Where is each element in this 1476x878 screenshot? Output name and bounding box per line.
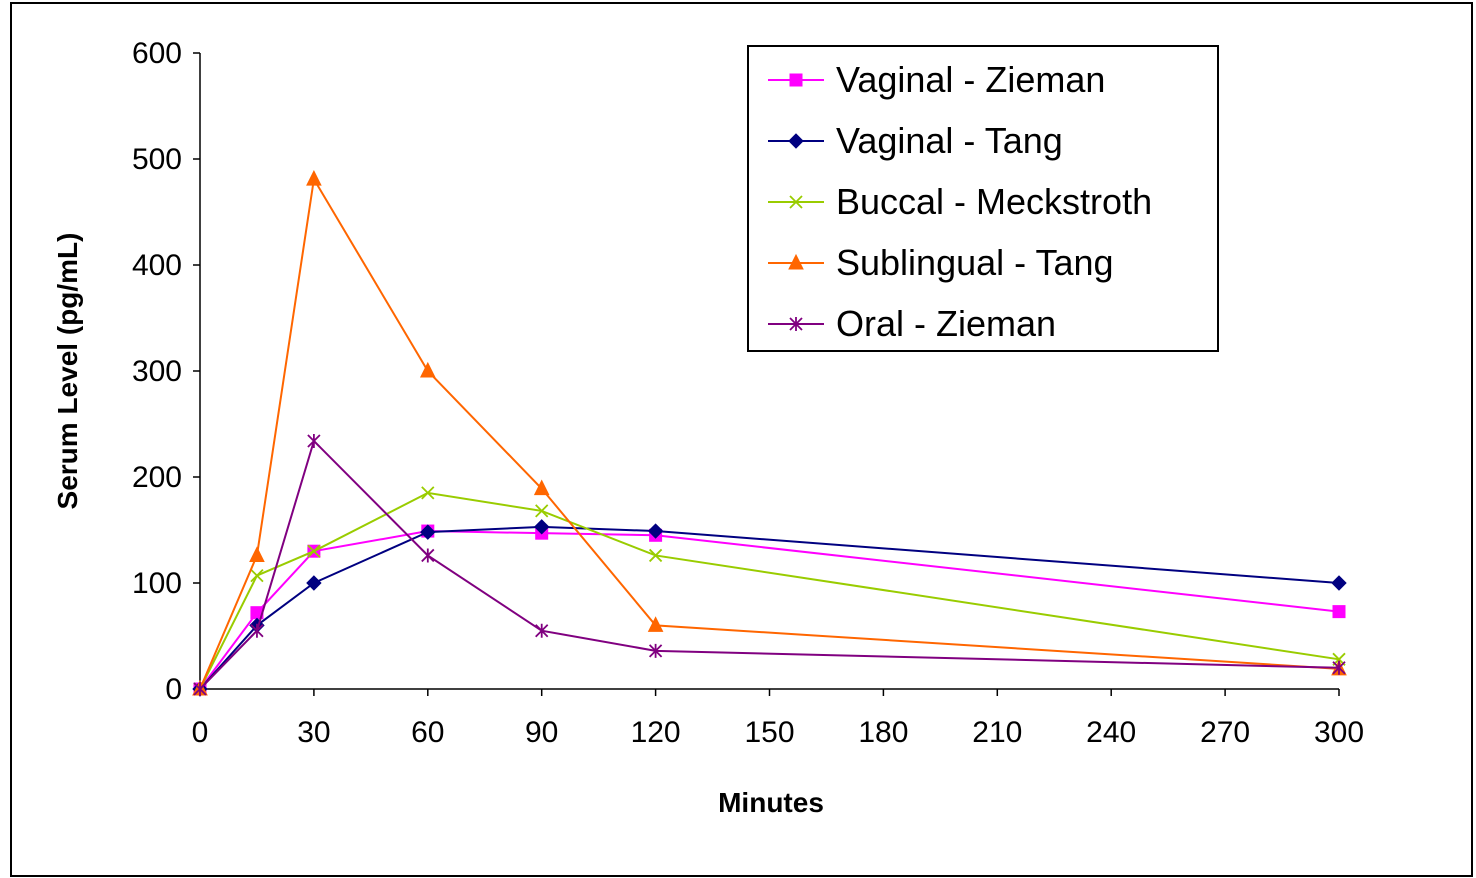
- legend-label: Sublingual - Tang: [836, 242, 1114, 283]
- series-2: [193, 486, 1346, 696]
- data-point: [535, 504, 549, 518]
- legend-box: [747, 45, 1219, 352]
- x-tick-label: 240: [1086, 716, 1136, 749]
- data-point: [421, 548, 435, 563]
- axes: 0 100 200 300 400 500 600 0 30 60 90 120 150 180 210 24…: [132, 37, 1364, 749]
- data-point: [533, 479, 550, 496]
- data-point: [648, 643, 663, 658]
- data-point: [307, 433, 321, 448]
- data-point: [250, 623, 264, 638]
- x-tick-label: 270: [1200, 716, 1250, 749]
- legend-marker: [788, 253, 804, 270]
- y-tick-label: 300: [132, 355, 182, 388]
- y-tick-label: 200: [132, 461, 182, 494]
- data-point: [193, 682, 207, 696]
- x-axis-title: Minutes: [718, 787, 824, 818]
- legend-entry: Oral - Zieman: [768, 303, 1056, 344]
- data-point: [419, 361, 436, 378]
- data-point: [648, 548, 663, 563]
- data-point: [421, 486, 435, 500]
- x-tick-label: 0: [192, 716, 209, 749]
- legend-marker: [789, 317, 803, 331]
- legend: Vaginal - Zieman Vaginal - Tang Buccal - M…: [747, 45, 1219, 352]
- x-tick-label: 300: [1314, 716, 1364, 749]
- legend-marker: [789, 73, 803, 87]
- x-tick-label: 150: [744, 716, 794, 749]
- x-tick-label: 120: [631, 716, 681, 749]
- data-point: [306, 170, 322, 186]
- y-tick-label: 400: [132, 249, 182, 282]
- legend-entry: Buccal - Meckstroth: [768, 181, 1152, 222]
- legend-marker: [789, 195, 803, 209]
- y-tick-label: 600: [132, 37, 182, 70]
- data-point: [420, 524, 436, 540]
- data-point: [647, 523, 664, 539]
- y-tick-label: 0: [165, 673, 182, 706]
- legend-marker: [788, 133, 804, 149]
- chart-border: [10, 2, 1473, 877]
- legend-label: Buccal - Meckstroth: [836, 181, 1152, 222]
- y-tick-label: 500: [132, 143, 182, 176]
- data-point: [1332, 660, 1346, 675]
- x-tick-label: 30: [297, 716, 330, 749]
- legend-label: Vaginal - Tang: [836, 120, 1063, 161]
- x-tick-label: 60: [411, 716, 444, 749]
- y-tick-label: 100: [132, 567, 182, 600]
- x-tick-label: 90: [525, 716, 558, 749]
- data-point: [249, 546, 265, 562]
- series-layer: [192, 170, 1347, 697]
- legend-entry: Vaginal - Zieman: [768, 59, 1105, 100]
- x-tick-label: 180: [858, 716, 908, 749]
- legend-entry: Sublingual - Tang: [768, 242, 1114, 283]
- data-point: [535, 623, 549, 638]
- x-tick-label: 210: [972, 716, 1022, 749]
- series-4: [193, 433, 1346, 696]
- data-point: [250, 568, 264, 583]
- data-point: [306, 575, 322, 591]
- legend-entry: Vaginal - Tang: [768, 120, 1063, 161]
- legend-label: Vaginal - Zieman: [836, 59, 1105, 100]
- data-point: [533, 519, 550, 535]
- y-axis-title: Serum Level (pg/mL): [52, 233, 83, 510]
- legend-label: Oral - Zieman: [836, 303, 1056, 344]
- data-point: [647, 616, 664, 632]
- data-point: [1332, 605, 1346, 619]
- data-point: [1331, 575, 1347, 591]
- data-point: [307, 544, 321, 558]
